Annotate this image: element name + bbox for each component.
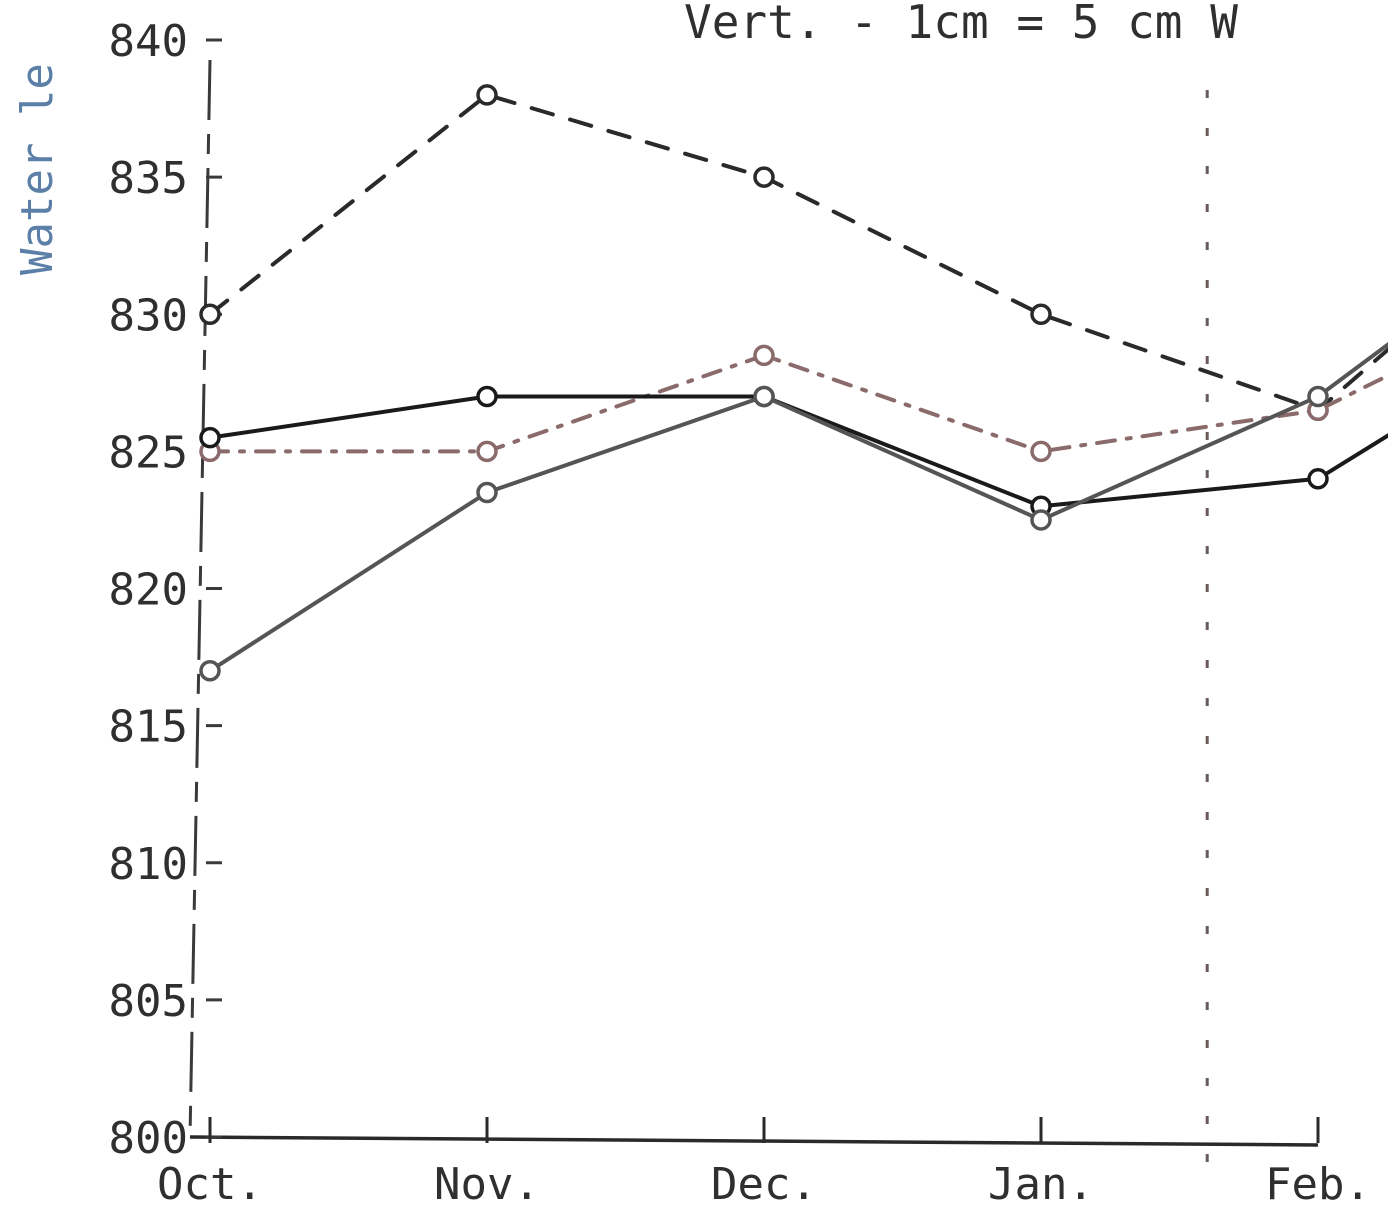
data-point bbox=[753, 344, 775, 367]
series-line bbox=[208, 342, 1388, 673]
y-tick-label: 825 bbox=[109, 427, 188, 478]
y-tick-label: 805 bbox=[109, 976, 188, 1027]
series-line bbox=[208, 394, 1388, 509]
y-ticks: 800 805 810 815 820 825 830 835 840 bbox=[109, 16, 222, 1164]
y-axis-line bbox=[188, 59, 212, 1138]
axes bbox=[188, 59, 1319, 1177]
data-point bbox=[199, 426, 221, 449]
y-tick-label: 800 bbox=[109, 1113, 188, 1164]
x-tick-label: Feb. bbox=[1265, 1159, 1371, 1210]
data-point bbox=[476, 481, 498, 504]
data-point bbox=[476, 385, 498, 408]
y-axis-label: Water le bbox=[12, 63, 63, 275]
series-line bbox=[208, 353, 1388, 454]
y-tick-label: 820 bbox=[109, 565, 188, 616]
x-tick-label: Oct. bbox=[157, 1159, 263, 1210]
x-tick-label: Jan. bbox=[988, 1159, 1094, 1210]
data-point bbox=[753, 166, 775, 188]
data-point bbox=[1307, 468, 1329, 490]
x-tick-label: Dec. bbox=[711, 1159, 817, 1210]
x-ticks: Oct. Nov. Dec. Jan. Feb. bbox=[157, 1117, 1371, 1210]
data-point bbox=[199, 303, 221, 325]
y-tick-label: 815 bbox=[109, 702, 188, 753]
data-point bbox=[1030, 303, 1052, 325]
data-point bbox=[753, 385, 775, 408]
x-tick-label: Nov. bbox=[434, 1159, 540, 1210]
data-point bbox=[1030, 509, 1052, 531]
series-lines: oα-oα-oα-oα- bbox=[199, 84, 1388, 682]
data-point bbox=[199, 660, 221, 682]
data-point bbox=[1030, 440, 1052, 463]
y-tick-label: 840 bbox=[109, 16, 188, 67]
data-point bbox=[476, 440, 498, 463]
chart-header: Vert. - 1cm = 5 cm W bbox=[684, 0, 1238, 49]
data-point bbox=[476, 84, 498, 106]
x-axis-line bbox=[189, 1135, 1319, 1147]
series-line bbox=[208, 92, 1388, 413]
data-point bbox=[1307, 385, 1329, 408]
y-tick-label: 835 bbox=[109, 153, 188, 204]
y-tick-label: 830 bbox=[109, 290, 188, 341]
y-tick-label: 810 bbox=[109, 839, 188, 890]
